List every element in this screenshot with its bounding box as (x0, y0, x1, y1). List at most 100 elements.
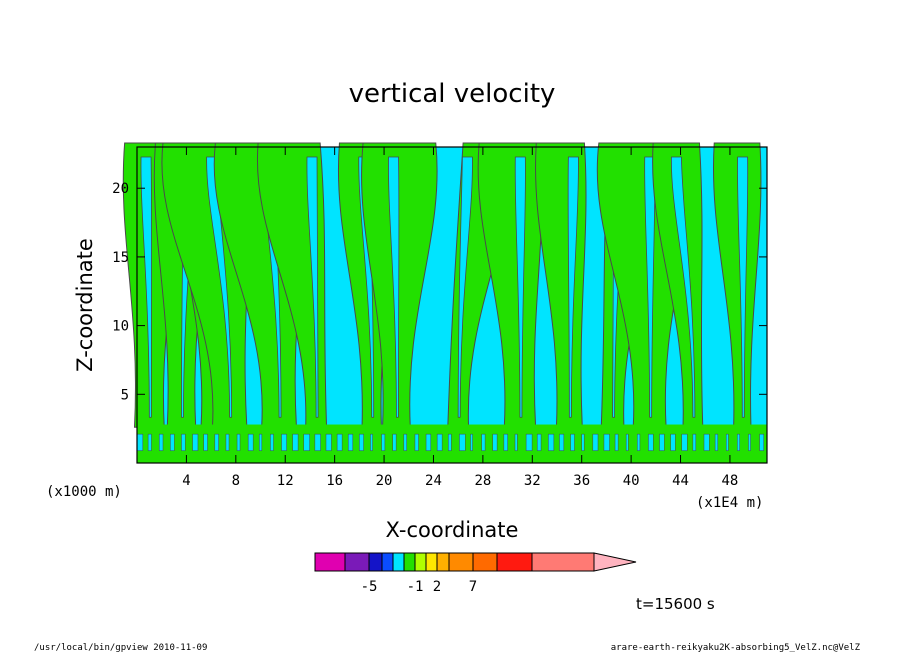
colorbar-cell (344, 552, 370, 572)
plot-frame (136, 146, 768, 464)
contour-streak (140, 156, 152, 418)
y-axis-label: Z-coordinate (73, 238, 97, 372)
boundary-strip (336, 433, 343, 451)
footer-left: /usr/local/bin/gpview 2010-11-09 (34, 643, 208, 653)
contour-streak (457, 156, 473, 418)
boundary-strip (359, 433, 364, 451)
colorbar-cell (472, 552, 498, 572)
boundary-strip (225, 433, 230, 451)
footer-right: arare-earth-reikyaku2K-absorbing5_VelZ.n… (610, 643, 860, 653)
boundary-strip (714, 433, 719, 451)
boundary-strip (270, 433, 274, 451)
boundary-strip (214, 433, 219, 451)
y-axis-ticks: 5 10 15 20 (112, 181, 767, 403)
boundary-strip (625, 433, 629, 451)
boundary-strip (414, 433, 419, 451)
x-tick-label: 8 (232, 473, 240, 489)
boundary-strip (281, 433, 287, 451)
x-tick-label: 32 (524, 473, 541, 489)
x-tick-label: 12 (277, 473, 294, 489)
boundary-strip (448, 433, 452, 451)
x-tick-label: 40 (623, 473, 640, 489)
colorbar-cell (496, 552, 533, 572)
x-tick-label: 4 (182, 473, 190, 489)
x-tick-label: 44 (672, 473, 689, 489)
contour-streak (670, 156, 696, 418)
boundary-strip (492, 433, 498, 451)
boundary-strip (292, 433, 299, 451)
boundary-strip (158, 433, 164, 451)
boundary-strip (370, 433, 373, 451)
colorbar-label: -5 (361, 579, 378, 595)
contour-streak (388, 156, 400, 418)
x-tick-label: 20 (376, 473, 393, 489)
colorbar-cell (392, 552, 405, 572)
y-tick-label: 15 (112, 250, 129, 266)
x-unit-right: (x1E4 m) (696, 495, 763, 511)
boundary-strip (181, 433, 186, 451)
boundary-strip (637, 433, 641, 451)
contour-plume (712, 142, 762, 428)
colorbar-labels: -5 -1 2 7 (361, 579, 478, 595)
contour-streak (567, 156, 579, 418)
x-unit-left: (x1000 m) (46, 484, 122, 500)
x-tick-label: 36 (573, 473, 590, 489)
colorbar-extend-arrow (593, 552, 637, 572)
boundary-strip (603, 433, 610, 451)
boundary-strip (147, 433, 152, 451)
chart-title: vertical velocity (349, 79, 556, 109)
y-tick-label: 5 (121, 387, 129, 403)
boundary-strip (514, 433, 518, 451)
contour-fill-positive (122, 142, 762, 428)
boundary-strip (436, 433, 443, 451)
boundary-strip (425, 433, 432, 451)
boundary-strip (170, 433, 175, 451)
boundary-strip (392, 433, 397, 451)
contour-streak (514, 156, 526, 418)
boundary-strip (748, 433, 751, 451)
boundary-strip (725, 433, 729, 451)
colorbar-cell (314, 552, 346, 572)
boundary-strip (325, 433, 332, 451)
colorbar-cell (448, 552, 474, 572)
boundary-strip (692, 433, 697, 451)
x-tick-label: 24 (425, 473, 442, 489)
boundary-strip (592, 433, 599, 451)
time-label: t=15600 s (636, 595, 715, 613)
colorbar-label: 7 (469, 579, 477, 595)
y-tick-label: 20 (112, 181, 129, 197)
boundary-strip (703, 433, 710, 451)
boundary-strip (536, 433, 542, 451)
colorbar-cell (425, 552, 438, 572)
colorbar-cell (436, 552, 450, 572)
boundary-strip (303, 433, 310, 451)
colorbar (314, 552, 637, 572)
boundary-strip (503, 433, 508, 451)
boundary-strip (548, 433, 555, 451)
colorbar-cell (414, 552, 427, 572)
boundary-strip (559, 433, 565, 451)
boundary-layer (136, 424, 767, 463)
colorbar-cell (381, 552, 394, 572)
boundary-strip (470, 433, 473, 451)
boundary-strip (670, 433, 676, 451)
boundary-strip (581, 433, 585, 451)
colorbar-cell (368, 552, 383, 572)
boundary-strip (136, 433, 144, 451)
x-axis-ticks: 4 8 12 16 20 24 28 32 36 40 44 48 (182, 147, 738, 489)
boundary-strip (247, 433, 254, 451)
contour-streak (306, 156, 319, 418)
boundary-strip (481, 433, 486, 451)
colorbar-cell (403, 552, 416, 572)
boundary-strip (203, 433, 208, 451)
boundary-strip (381, 433, 386, 451)
y-tick-label: 10 (112, 319, 129, 335)
colorbar-label: 2 (433, 579, 441, 595)
boundary-strip (525, 433, 533, 451)
boundary-strip (759, 433, 764, 451)
x-tick-label: 16 (326, 473, 343, 489)
boundary-strip (259, 433, 263, 451)
boundary-strip (737, 433, 740, 451)
